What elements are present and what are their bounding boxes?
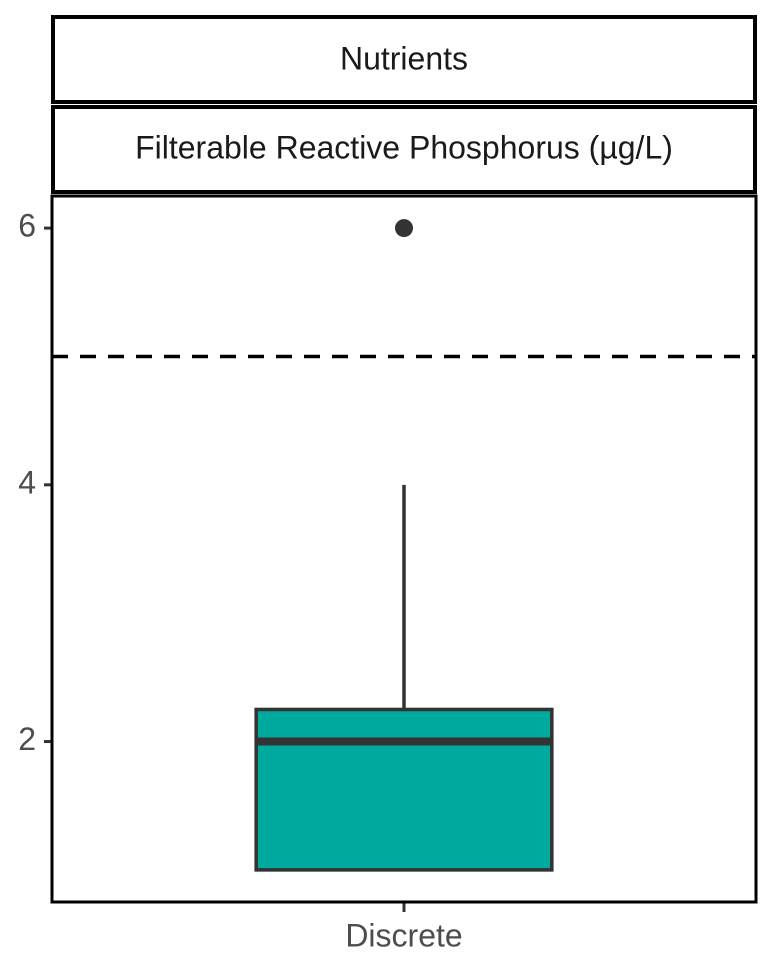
facet-strip (51, 15, 757, 104)
x-tick-label: Discrete (345, 917, 462, 953)
facet-strip (51, 105, 757, 194)
box (254, 707, 554, 872)
facet-label: Nutrients (340, 40, 468, 76)
facet-label: Filterable Reactive Phosphorus (µg/L) (135, 129, 673, 165)
y-tick-label: 6 (18, 208, 36, 244)
outlier (395, 219, 413, 238)
y-tick-label: 4 (18, 464, 36, 500)
panel-border (50, 194, 758, 904)
plot-area: 2 4 6 Discrete (18, 208, 756, 953)
y-tick-label: 2 (18, 721, 36, 757)
